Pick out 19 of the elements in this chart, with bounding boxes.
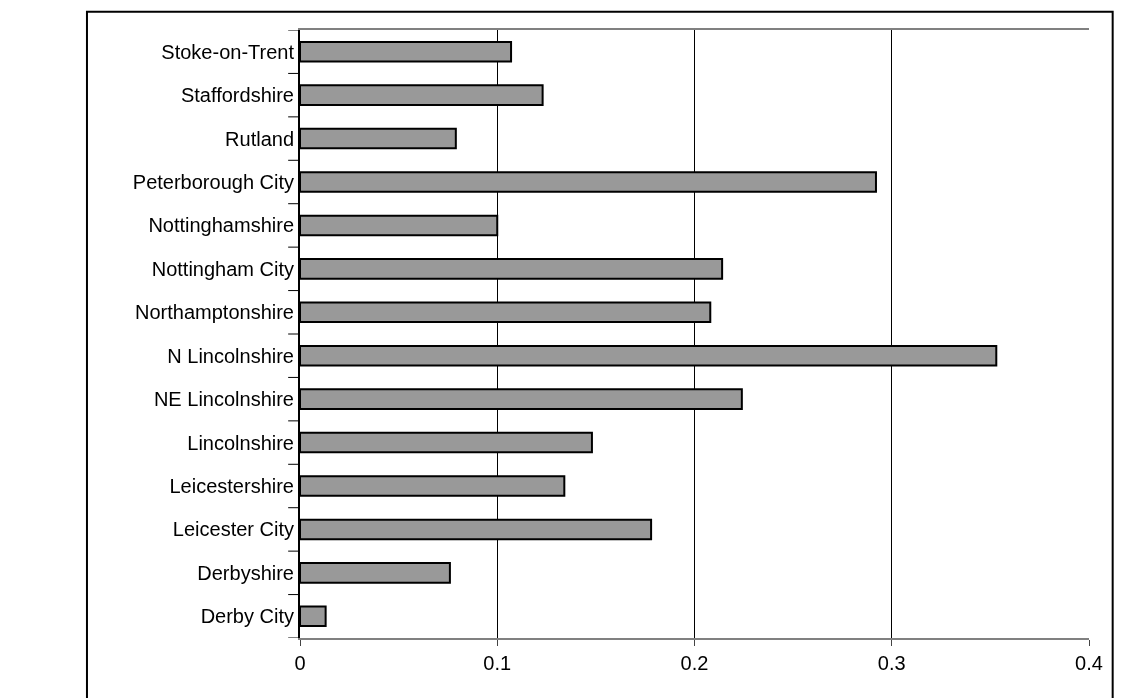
x-tick-label: 0.3 [877, 652, 906, 674]
y-tick-label: Nottingham City [151, 257, 294, 280]
y-tick-label: Leicester City [172, 518, 294, 541]
y-tick-label: Nottinghamshire [148, 214, 294, 237]
x-tick-label: 0 [294, 652, 306, 674]
y-tick-label: Northamptonshire [135, 301, 294, 324]
y-tick-label: NE Lincolnshire [153, 388, 294, 411]
y-tick-label: Derby City [200, 605, 294, 628]
x-tick-label: 0.2 [680, 652, 709, 674]
y-tick-label: Lincolnshire [187, 431, 294, 454]
x-tick-label: 0.4 [1075, 652, 1103, 674]
y-tick-label: Staffordshire [180, 84, 294, 107]
y-tick-label: Peterborough City [132, 171, 294, 193]
y-tick-label: Derbyshire [197, 561, 294, 584]
y-tick-label: Leicestershire [169, 475, 294, 497]
y-tick-label: N Lincolnshire [167, 344, 294, 367]
y-tick-label: Stoke-on-Trent [161, 40, 295, 63]
y-tick-label: Rutland [225, 127, 294, 150]
x-tick-label: 0.1 [483, 652, 512, 674]
